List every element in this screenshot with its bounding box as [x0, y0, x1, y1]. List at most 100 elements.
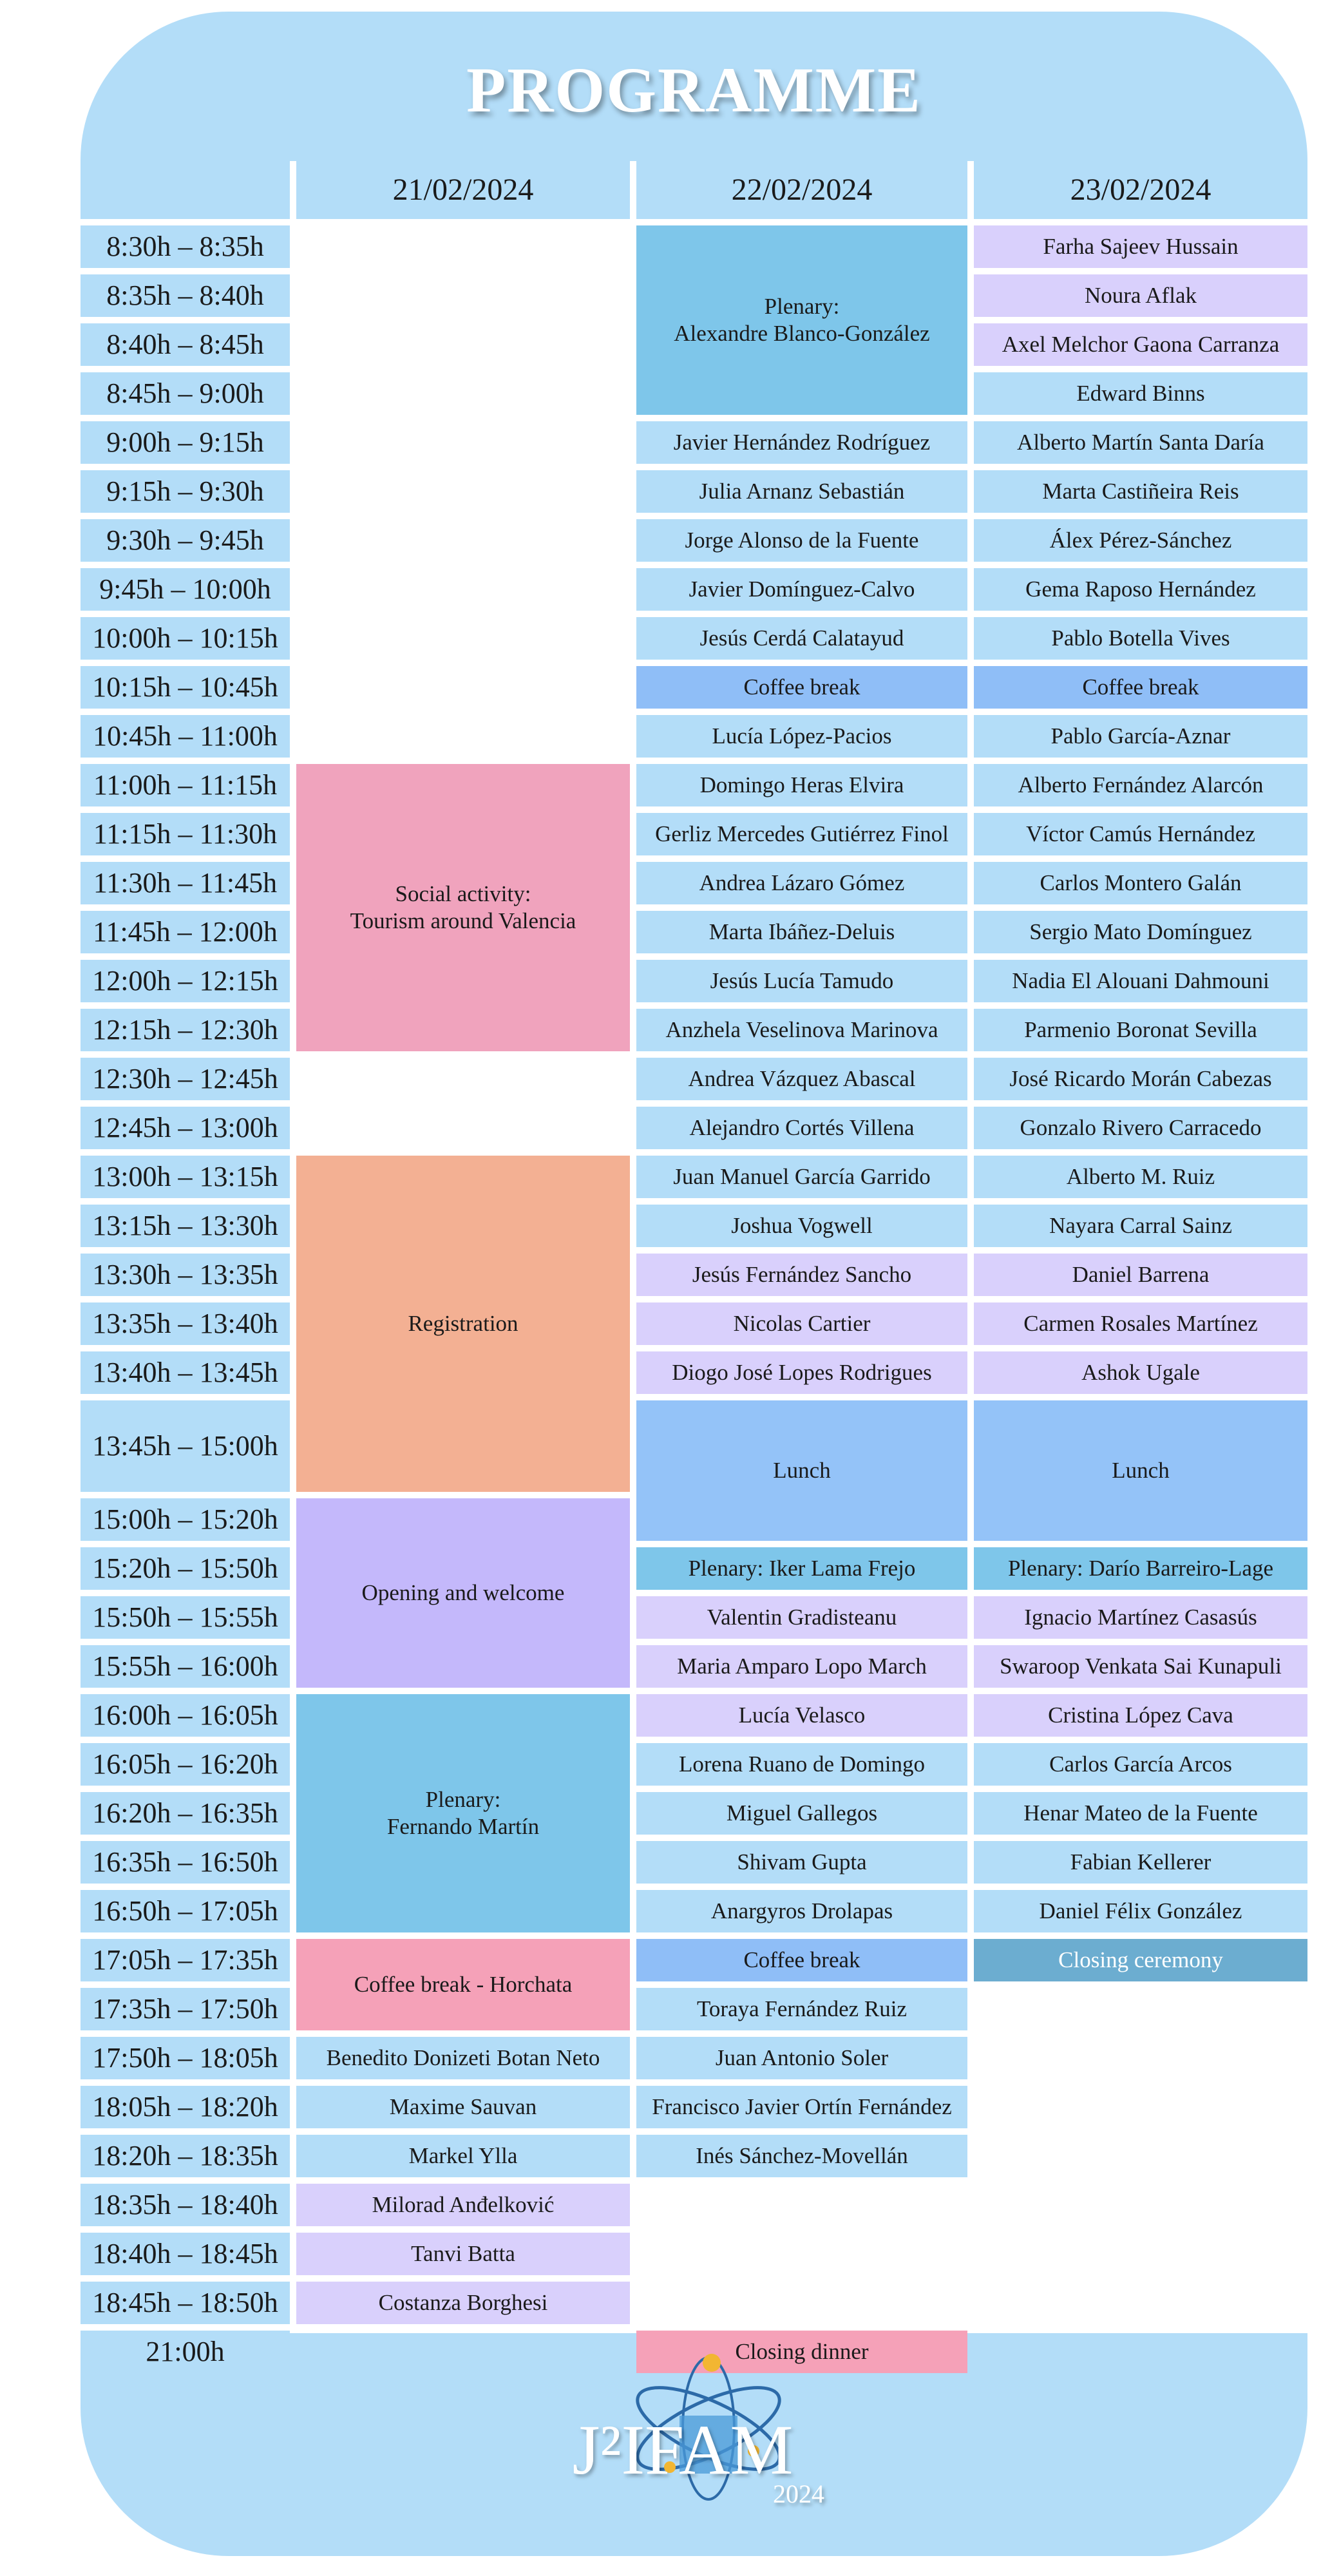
session-cell: Edward Binns [974, 372, 1307, 415]
session-cell: Víctor Camús Hernández [974, 813, 1307, 855]
session-cell: Francisco Javier Ortín Fernández [636, 2086, 967, 2128]
session-cell: Benedito Donizeti Botan Neto [296, 2037, 630, 2079]
logo-text: J²IFAM [573, 2410, 794, 2489]
atom-icon [636, 2354, 781, 2501]
session-cell: José Ricardo Morán Cabezas [974, 1058, 1307, 1100]
time-slot: 11:00h – 11:15h [81, 764, 290, 806]
schedule-grid: 21/02/2024 22/02/2024 23/02/2024 8:30h – 8:… [81, 161, 1307, 2373]
session-cell: Alberto Fernández Alarcón [974, 764, 1307, 806]
session-cell: Gonzalo Rivero Carracedo [974, 1107, 1307, 1149]
time-slot: 18:20h – 18:35h [81, 2135, 290, 2177]
time-slot: 8:45h – 9:00h [81, 372, 290, 415]
time-slot: 12:45h – 13:00h [81, 1107, 290, 1149]
conference-logo: J²IFAM 2024 [573, 2354, 824, 2508]
session-cell: Juan Manuel García Garrido [636, 1156, 967, 1198]
session-cell: Gema Raposo Hernández [974, 568, 1307, 611]
session-cell: Inés Sánchez-Movellán [636, 2135, 967, 2177]
time-slot: 16:00h – 16:05h [81, 1694, 290, 1737]
session-cell: Plenary: Fernando Martín [296, 1694, 630, 1932]
session-cell: Milorad Anđelković [296, 2184, 630, 2226]
time-slot: 9:15h – 9:30h [81, 470, 290, 513]
session-cell: Plenary: Alexandre Blanco-González [636, 225, 967, 415]
session-cell: Marta Castiñeira Reis [974, 470, 1307, 513]
session-cell: Parmenio Boronat Sevilla [974, 1009, 1307, 1051]
session-cell: Plenary: Darío Barreiro-Lage [974, 1547, 1307, 1590]
time-slot: 17:05h – 17:35h [81, 1939, 290, 1981]
day-header: 21/02/2024 [296, 161, 630, 219]
time-slot: 21:00h [81, 2331, 290, 2373]
session-cell: Closing ceremony [974, 1939, 1307, 1981]
time-slot: 16:50h – 17:05h [81, 1890, 290, 1932]
session-cell: Maria Amparo Lopo March [636, 1645, 967, 1688]
session-cell: Domingo Heras Elvira [636, 764, 967, 806]
session-cell: Registration [296, 1156, 630, 1492]
session-cell: Lunch [974, 1400, 1307, 1541]
session-cell: Tanvi Batta [296, 2233, 630, 2275]
time-slot: 18:05h – 18:20h [81, 2086, 290, 2128]
time-slot: 13:45h – 15:00h [81, 1400, 290, 1492]
session-cell: Carmen Rosales Martínez [974, 1302, 1307, 1345]
session-cell: Jorge Alonso de la Fuente [636, 519, 967, 562]
session-cell: Anargyros Drolapas [636, 1890, 967, 1932]
session-cell: Markel Ylla [296, 2135, 630, 2177]
time-slot: 13:30h – 13:35h [81, 1254, 290, 1296]
session-cell: Coffee break [636, 1939, 967, 1981]
session-cell: Toraya Fernández Ruiz [636, 1988, 967, 2030]
day-header: 22/02/2024 [636, 161, 967, 219]
time-slot: 12:30h – 12:45h [81, 1058, 290, 1100]
time-slot: 9:45h – 10:00h [81, 568, 290, 611]
session-cell: Álex Pérez-Sánchez [974, 519, 1307, 562]
session-cell: Farha Sajeev Hussain [974, 225, 1307, 268]
session-cell: Julia Arnanz Sebastián [636, 470, 967, 513]
session-cell: Pablo García-Aznar [974, 715, 1307, 758]
page-title: PROGRAMME [466, 54, 922, 126]
time-slot: 18:40h – 18:45h [81, 2233, 290, 2275]
session-cell: Sergio Mato Domínguez [974, 911, 1307, 953]
time-slot: 13:15h – 13:30h [81, 1205, 290, 1247]
session-cell: Lucía Velasco [636, 1694, 967, 1737]
time-slot: 10:15h – 10:45h [81, 666, 290, 709]
session-cell: Nadia El Alouani Dahmouni [974, 960, 1307, 1002]
session-cell: Nayara Carral Sainz [974, 1205, 1307, 1247]
session-cell: Gerliz Mercedes Gutiérrez Finol [636, 813, 967, 855]
session-cell: Alberto Martín Santa Daría [974, 421, 1307, 464]
time-slot: 15:00h – 15:20h [81, 1498, 290, 1541]
session-cell: Lunch [636, 1400, 967, 1541]
day-header: 23/02/2024 [974, 161, 1307, 219]
session-cell: Daniel Barrena [974, 1254, 1307, 1296]
session-cell: Alejandro Cortés Villena [636, 1107, 967, 1149]
session-cell: Axel Melchor Gaona Carranza [974, 323, 1307, 366]
session-cell: Marta Ibáñez-Deluis [636, 911, 967, 953]
session-cell: Valentin Gradisteanu [636, 1596, 967, 1639]
session-cell: Pablo Botella Vives [974, 617, 1307, 660]
session-cell: Jesús Fernández Sancho [636, 1254, 967, 1296]
session-cell: Diogo José Lopes Rodrigues [636, 1351, 967, 1394]
time-slot: 12:00h – 12:15h [81, 960, 290, 1002]
session-cell: Cristina López Cava [974, 1694, 1307, 1737]
session-cell: Jesús Lucía Tamudo [636, 960, 967, 1002]
session-cell: Carlos García Arcos [974, 1743, 1307, 1786]
session-cell: Carlos Montero Galán [974, 862, 1307, 904]
session-cell: Social activity: Tourism around Valencia [296, 764, 630, 1051]
time-slot: 8:40h – 8:45h [81, 323, 290, 366]
session-cell: Coffee break [636, 666, 967, 709]
session-cell: Ignacio Martínez Casasús [974, 1596, 1307, 1639]
session-cell: Coffee break - Horchata [296, 1939, 630, 2030]
time-slot: 17:50h – 18:05h [81, 2037, 290, 2079]
session-cell: Ashok Ugale [974, 1351, 1307, 1394]
time-slot: 13:35h – 13:40h [81, 1302, 290, 1345]
time-slot: 13:00h – 13:15h [81, 1156, 290, 1198]
session-cell: Anzhela Veselinova Marinova [636, 1009, 967, 1051]
session-cell: Closing dinner [636, 2331, 967, 2373]
session-cell: Opening and welcome [296, 1498, 630, 1688]
session-cell: Lucía López-Pacios [636, 715, 967, 758]
time-slot: 15:20h – 15:50h [81, 1547, 290, 1590]
session-cell: Javier Hernández Rodríguez [636, 421, 967, 464]
session-cell: Costanza Borghesi [296, 2282, 630, 2324]
time-slot: 9:30h – 9:45h [81, 519, 290, 562]
session-cell: Shivam Gupta [636, 1841, 967, 1884]
time-slot: 11:30h – 11:45h [81, 862, 290, 904]
time-slot: 16:20h – 16:35h [81, 1792, 290, 1835]
session-cell: Jesús Cerdá Calatayud [636, 617, 967, 660]
session-cell: Javier Domínguez-Calvo [636, 568, 967, 611]
